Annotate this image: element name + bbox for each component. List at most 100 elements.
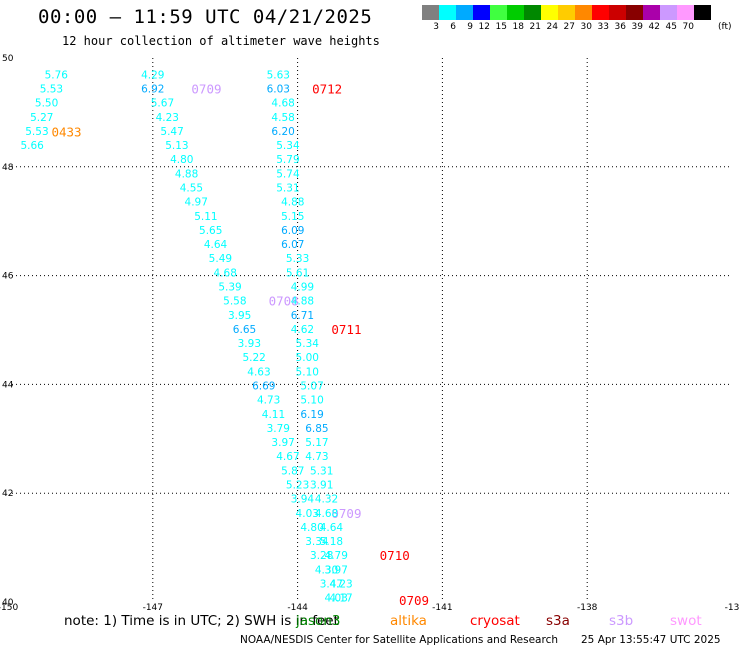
wave-height-value: 4.30: [315, 564, 338, 576]
wave-height-value: 4.68: [271, 98, 294, 110]
color-swatch: 12: [473, 5, 490, 32]
y-tick-label: 48: [2, 163, 14, 173]
wave-height-value: 4.63: [247, 366, 270, 378]
color-swatch-label: 36: [614, 22, 626, 32]
wave-height-value: 6.71: [291, 310, 314, 322]
wave-height-value: 4.67: [276, 451, 299, 463]
wave-height-value: 4.29: [141, 69, 164, 81]
satellite-legend-item: altika: [390, 613, 427, 629]
wave-height-value: 5.31: [310, 465, 333, 477]
wave-height-value: 4.73: [257, 395, 280, 407]
wave-height-value: 5.63: [267, 69, 290, 81]
color-swatch: 45: [660, 5, 677, 32]
color-swatch-label: 30: [580, 22, 592, 32]
x-tick-label: -13: [725, 603, 740, 612]
wave-height-map: -150 -147 -144 -141 -138 -13 40 42 44 46 48 50 5.76 5…: [0, 54, 740, 612]
wave-height-value: 4.73: [305, 451, 328, 463]
wave-height-value: 3.95: [228, 310, 251, 322]
satellite-legend-item: s3a: [546, 613, 570, 629]
x-tick-label: -138: [577, 603, 598, 612]
wave-height-value: 4.64: [320, 522, 344, 534]
wave-height-value: 4.99: [291, 281, 314, 293]
wave-height-value: 5.74: [276, 168, 300, 180]
wave-height-value: 3.97: [271, 437, 294, 449]
x-tick-label: -147: [143, 603, 163, 612]
pass-time-label: 0708: [269, 294, 299, 309]
x-tick-label: -150: [0, 603, 18, 612]
x-tick-label: -144: [287, 603, 308, 612]
satellite-legend-item: cryosat: [470, 613, 520, 629]
color-swatch: 18: [507, 5, 524, 32]
color-swatch: 15: [490, 5, 507, 32]
wave-height-value: 6.92: [141, 83, 164, 95]
wave-height-value: 5.53: [25, 126, 48, 138]
color-swatch: 24: [541, 5, 558, 32]
wave-height-value: 4.23: [156, 112, 179, 124]
color-swatch: 70: [677, 5, 694, 32]
wave-height-value: 4.88: [291, 296, 314, 308]
wave-height-value: 3.91: [310, 479, 333, 491]
wave-height-value: 5.87: [281, 465, 304, 477]
wave-height-value: 5.15: [281, 211, 304, 223]
wave-height-value: 5.34: [296, 338, 320, 350]
color-swatch-label: 21: [529, 22, 541, 32]
y-tick-label: 44: [2, 380, 14, 390]
wave-height-value: 5.47: [160, 126, 183, 138]
color-swatch: 27: [558, 5, 575, 32]
wave-height-value: 5.27: [30, 112, 53, 124]
wave-height-value: 6.09: [281, 225, 304, 237]
wave-height-value: 5.79: [276, 154, 299, 166]
color-swatch-label: 45: [665, 22, 677, 32]
color-swatch: 21: [524, 5, 541, 32]
wave-height-value: 5.34: [276, 140, 300, 152]
x-tick-label: -141: [432, 603, 452, 612]
wave-height-value: 5.76: [45, 69, 69, 81]
color-swatch-label: 27: [563, 22, 575, 32]
wave-height-value: 5.10: [296, 366, 319, 378]
color-swatch: 6: [439, 5, 456, 32]
wave-height-value: 4.03: [325, 593, 348, 605]
wave-height-value: 4.64: [204, 239, 228, 251]
color-swatch: 3: [422, 5, 439, 32]
color-swatch-label: 39: [631, 22, 643, 32]
wave-height-value: 6.65: [233, 324, 256, 336]
wave-height-value: 5.10: [300, 395, 323, 407]
color-swatch: 30: [575, 5, 592, 32]
wave-height-value: 5.31: [276, 182, 299, 194]
wave-height-value: 3.79: [267, 423, 290, 435]
color-swatch-label: 15: [495, 22, 507, 32]
pass-time-label: 0711: [331, 322, 361, 337]
wave-height-value: 5.11: [194, 211, 217, 223]
color-swatch: 36: [609, 5, 626, 32]
wave-height-value: 4.03: [296, 508, 319, 520]
credit-line: NOAA/NESDIS Center for Satellite Applica…: [240, 634, 558, 646]
wave-height-value: 4.80: [300, 522, 323, 534]
y-tick-label: 50: [2, 54, 14, 64]
wave-height-value: 3.34: [305, 536, 329, 548]
color-scale-legend: 3 6 9 12 15 18 21 24 27 30 33 36 39 42 45 70: [422, 5, 711, 32]
wave-height-value: 6.19: [300, 409, 323, 421]
wave-height-value: 4.11: [262, 409, 285, 421]
pass-time-label: 0709: [399, 593, 429, 608]
wave-height-value: 5.07: [300, 380, 323, 392]
color-swatch-label: 42: [648, 22, 660, 32]
color-swatch: 42: [643, 5, 660, 32]
color-swatch-label: 18: [512, 22, 524, 32]
wave-height-value: 5.49: [209, 253, 232, 265]
pass-time-label: 0433: [51, 124, 81, 139]
wave-height-value: 4.88: [175, 168, 198, 180]
pass-time-label: 0709: [331, 506, 361, 521]
color-swatch-label: 3: [433, 22, 439, 32]
wave-height-value: 3.94: [291, 494, 315, 506]
color-scale-unit: (ft): [718, 22, 732, 32]
wave-height-value: 3.47: [320, 579, 343, 591]
wave-height-value: 5.17: [305, 437, 328, 449]
color-swatch-label: 12: [478, 22, 490, 32]
wave-height-value: 5.58: [223, 296, 246, 308]
wave-height-value: 4.17: [329, 593, 352, 605]
color-swatch-label: 6: [450, 22, 456, 32]
wave-height-value: 5.22: [242, 352, 265, 364]
satellite-legend-item: swot: [670, 613, 702, 629]
pass-time-label: 0709: [191, 81, 221, 96]
wave-height-value: 5.53: [40, 83, 63, 95]
